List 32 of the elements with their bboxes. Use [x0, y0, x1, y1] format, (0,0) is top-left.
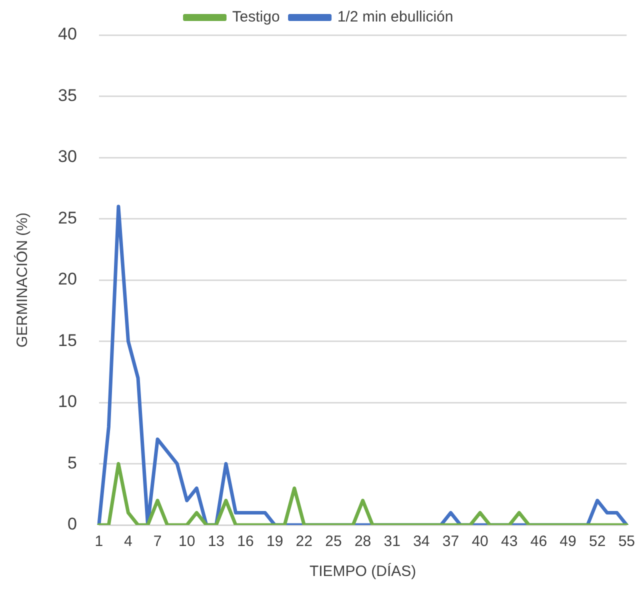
- y-tick-label: 5: [67, 453, 77, 472]
- y-tick-label: 10: [58, 392, 77, 412]
- x-tick-label: 1: [94, 533, 104, 550]
- y-tick-label: 30: [58, 147, 77, 166]
- x-tick-label: 31: [384, 533, 400, 550]
- x-tick-label: 28: [354, 533, 372, 550]
- y-tick-label: 15: [58, 330, 77, 350]
- x-tick-label: 25: [325, 533, 342, 550]
- y-tick-label: 20: [58, 270, 77, 289]
- x-tick-label: 52: [588, 533, 606, 550]
- y-tick-label: 40: [58, 24, 77, 44]
- x-tick-label: 43: [501, 533, 518, 550]
- x-tick-label: 40: [472, 533, 488, 550]
- x-tick-label: 22: [296, 533, 312, 550]
- x-tick-label: 10: [178, 533, 196, 550]
- x-tick-label: 13: [208, 533, 225, 550]
- y-axis-title: GERMINACIÓN (%): [13, 212, 32, 348]
- x-tick-label: 4: [124, 533, 132, 550]
- x-tick-label: 37: [442, 533, 460, 550]
- y-tick-label: 35: [58, 86, 77, 105]
- x-tick-label: 16: [237, 533, 254, 550]
- legend-label: Testigo: [232, 8, 280, 26]
- y-tick-label: 25: [58, 208, 77, 228]
- x-tick-label: 46: [530, 533, 548, 550]
- x-tick-label: 34: [413, 533, 430, 550]
- legend-label: 1/2 min ebullición: [337, 8, 454, 26]
- x-tick-label: 7: [153, 533, 162, 550]
- x-tick-label: 49: [560, 533, 576, 550]
- x-axis-title: TIEMPO (DÍAS): [309, 562, 416, 580]
- x-tick-label: 55: [618, 533, 635, 550]
- x-tick-label: 19: [266, 533, 284, 550]
- y-tick-label: 0: [67, 514, 77, 534]
